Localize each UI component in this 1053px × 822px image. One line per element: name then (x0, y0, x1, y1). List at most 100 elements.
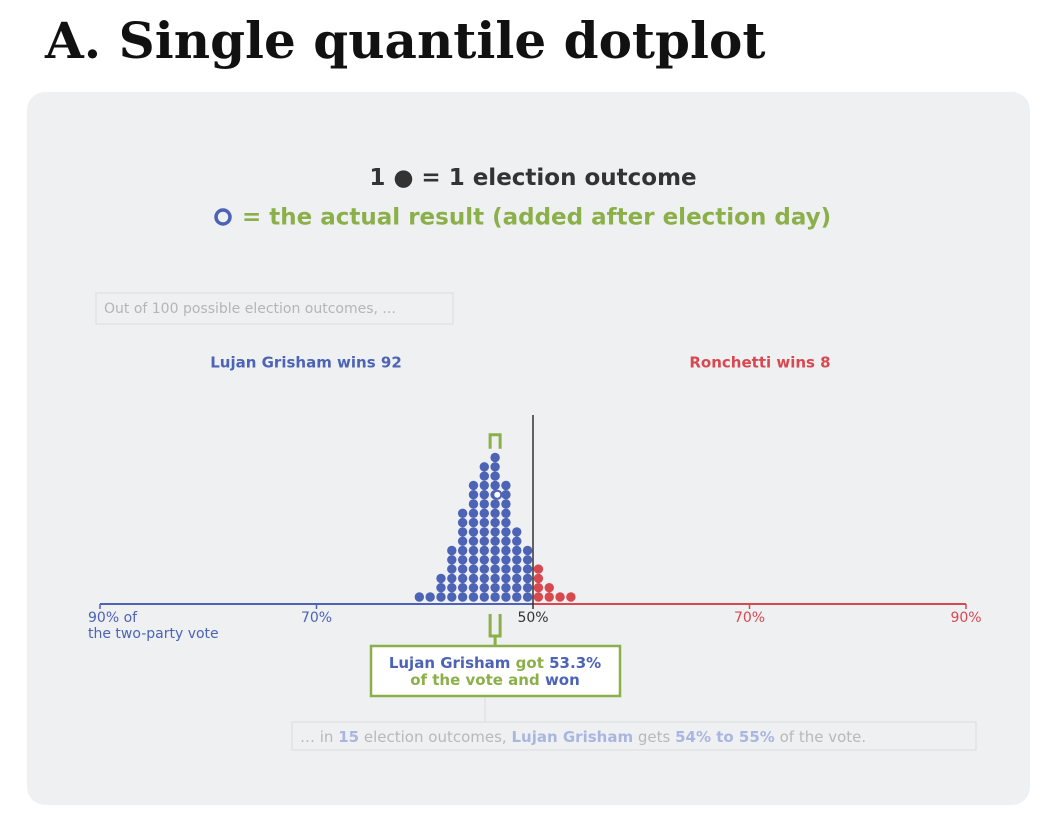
footer-text: … in 15 election outcomes, Lujan Grisham… (300, 728, 866, 746)
x-tick-label: 70% (734, 610, 765, 626)
dot (501, 499, 511, 509)
dot (468, 527, 479, 537)
dot (447, 583, 457, 593)
dot (479, 536, 489, 546)
dot (436, 573, 446, 584)
dot (468, 592, 479, 602)
dot (522, 555, 533, 565)
dot (533, 564, 544, 574)
footer-box (291, 721, 977, 751)
legend-ring (214, 208, 232, 226)
dot (490, 517, 500, 528)
dot (512, 555, 522, 565)
x-tick-label: 90% (950, 610, 981, 626)
dot (457, 555, 468, 565)
dot (479, 517, 489, 528)
dot (501, 536, 511, 546)
dot (512, 536, 522, 546)
dot (522, 545, 533, 556)
right-label: Ronchetti wins 8 (689, 354, 830, 372)
annotation-box (369, 644, 622, 698)
legend-count: 1 (369, 165, 385, 191)
dot (522, 592, 533, 602)
footer-count: 15 (338, 728, 359, 746)
dot (501, 517, 511, 528)
dot (533, 592, 544, 602)
dot (501, 555, 511, 565)
dot (479, 462, 489, 472)
dot (468, 555, 479, 565)
dot (447, 592, 457, 602)
dot (468, 508, 479, 518)
dot (457, 517, 468, 528)
dot (490, 508, 500, 518)
dot (501, 480, 511, 491)
dot (479, 480, 489, 491)
dot (566, 592, 576, 602)
footer-part: … in (300, 728, 333, 746)
dot (501, 592, 511, 602)
dot (479, 583, 489, 593)
dot (457, 564, 468, 574)
dot (490, 545, 500, 556)
dot (479, 592, 489, 602)
dot (457, 527, 468, 537)
dot (501, 527, 511, 537)
x-tick-label: 50% (517, 610, 548, 626)
legend-count-text: = 1 election outcome (421, 165, 696, 191)
dot (447, 555, 457, 565)
dot (457, 583, 468, 593)
legend-dot: ● (385, 165, 421, 191)
dot (479, 490, 489, 500)
dot (490, 452, 500, 463)
dot (501, 508, 511, 518)
dot (512, 573, 522, 584)
dot (501, 583, 511, 593)
dot (468, 573, 479, 584)
dot (479, 508, 489, 518)
dot (468, 490, 479, 500)
x-tick-label: 70% (301, 610, 332, 626)
dot (522, 573, 533, 584)
annotation-line1: Lujan Grisham got 53.3% (389, 654, 601, 672)
dot (447, 564, 457, 574)
bottom-bracket (488, 614, 502, 646)
dot (490, 573, 500, 584)
dot (414, 592, 425, 602)
dot (490, 592, 500, 602)
dot (490, 555, 500, 565)
dot (544, 592, 554, 602)
dot (522, 583, 533, 593)
dot (457, 592, 468, 602)
dot (479, 545, 489, 556)
dot (425, 592, 435, 602)
dot (490, 471, 500, 481)
dot (457, 508, 468, 518)
dot (479, 573, 489, 584)
annotation-name: Lujan Grisham (389, 654, 511, 672)
footer-name: Lujan Grisham (511, 728, 633, 746)
dot (436, 592, 446, 602)
dot (479, 527, 489, 537)
dot (479, 564, 489, 574)
dot (468, 564, 479, 574)
dot (501, 573, 511, 584)
dot (490, 462, 500, 472)
dot (457, 573, 468, 584)
dot (490, 480, 500, 491)
dot (555, 592, 565, 602)
dot (468, 517, 479, 528)
dot (512, 592, 522, 602)
footer-range: 54% to 55% (675, 728, 775, 746)
dot (457, 536, 468, 546)
dot (533, 573, 544, 584)
dot (512, 583, 522, 593)
dot (468, 583, 479, 593)
annotation-won: won (545, 671, 580, 689)
legend-line: 1 ● = 1 election outcome (369, 165, 696, 191)
dot (512, 527, 522, 537)
step-text: Out of 100 possible election outcomes, .… (104, 301, 396, 317)
dot (457, 545, 468, 556)
